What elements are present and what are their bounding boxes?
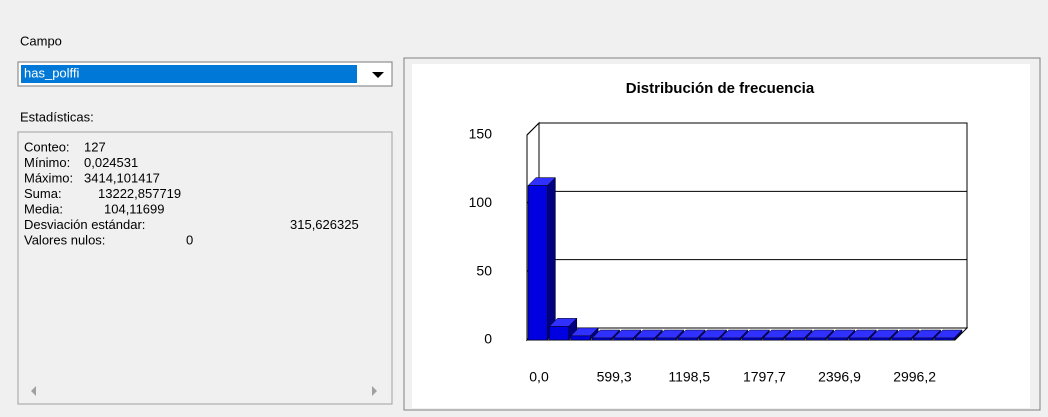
bar <box>784 337 805 341</box>
back-wall <box>538 122 968 329</box>
field-label: Campo <box>20 33 62 48</box>
grid-line <box>526 122 967 136</box>
bar <box>805 337 826 341</box>
chart-title: Distribución de frecuencia <box>626 80 815 97</box>
stat-label: Conteo: <box>24 139 70 154</box>
stat-value: 0 <box>186 232 193 247</box>
bar <box>912 337 933 341</box>
bar <box>870 337 891 341</box>
stat-label: Suma: <box>24 186 62 201</box>
stat-value: 3414,101417 <box>84 170 160 185</box>
bar <box>827 337 848 341</box>
bar <box>698 337 719 341</box>
x-tick-label: 1198,5 <box>668 369 710 385</box>
stats-box <box>17 131 393 405</box>
bar <box>613 337 634 341</box>
stat-value: 0,024531 <box>84 155 138 170</box>
bar <box>763 337 784 341</box>
bar <box>656 337 677 341</box>
stat-label: Valores nulos: <box>24 232 105 247</box>
dropdown-selection <box>21 65 357 83</box>
dropdown-value: has_polffi <box>24 65 80 80</box>
stat-label: Desviación estándar: <box>24 217 145 232</box>
x-tick-label: 599,3 <box>597 369 632 385</box>
stat-label: Media: <box>24 201 63 216</box>
plot: 0 50 100 150 0,0 599,3 1198,5 1797,7 2396,9 2996,… <box>469 121 969 385</box>
bar <box>848 337 869 341</box>
bar <box>891 337 912 341</box>
bar-side <box>547 176 556 341</box>
stat-value: 104,11699 <box>104 201 165 216</box>
scroll-left[interactable] <box>31 386 36 396</box>
stats-list: Conteo: 127 Mínimo: 0,024531 Máximo: 3414,101… <box>24 139 359 247</box>
bar <box>634 337 655 341</box>
stat-label: Mínimo: <box>24 155 70 170</box>
bar <box>527 185 548 341</box>
stat-label: Máximo: <box>24 170 73 185</box>
bar <box>720 337 741 341</box>
stat-value: 127 <box>84 139 106 154</box>
bar <box>934 337 955 341</box>
dropdown-arrow[interactable] <box>372 72 384 78</box>
x-tick-label: 2396,9 <box>818 369 861 385</box>
y-tick-label: 100 <box>469 194 493 210</box>
stats-label: Estadísticas: <box>20 109 94 124</box>
scrollbar[interactable] <box>19 380 391 402</box>
bar <box>591 337 612 341</box>
stat-value: 315,626325 <box>290 217 359 232</box>
stat-value: 13222,857719 <box>98 186 181 201</box>
bar <box>549 326 570 341</box>
y-tick-label: 150 <box>469 126 493 142</box>
x-tick-label: 2996,2 <box>893 369 936 385</box>
scroll-right[interactable] <box>372 386 377 396</box>
x-tick-label: 0,0 <box>529 369 549 385</box>
y-tick-label: 50 <box>476 262 492 278</box>
bar <box>570 335 591 341</box>
bar <box>741 337 762 341</box>
x-tick-label: 1797,7 <box>743 369 786 385</box>
bar <box>677 337 698 341</box>
y-tick-label: 0 <box>484 331 492 347</box>
